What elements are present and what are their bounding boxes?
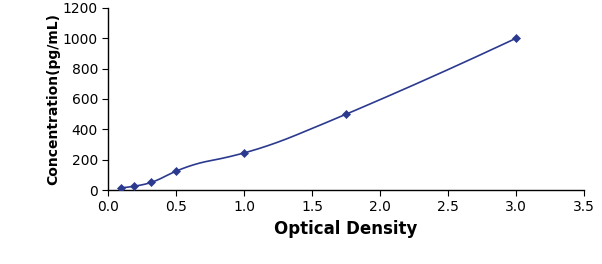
Y-axis label: Concentration(pg/mL): Concentration(pg/mL) [46,13,60,185]
X-axis label: Optical Density: Optical Density [275,220,418,238]
